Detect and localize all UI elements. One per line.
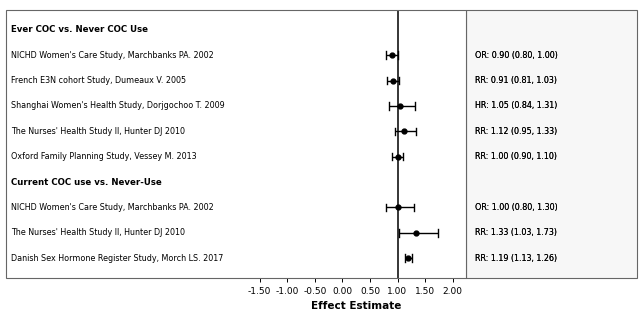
Text: RR: 1.12 (0.95, 1.33): RR: 1.12 (0.95, 1.33) bbox=[475, 127, 557, 136]
Text: Shanghai Women's Health Study, Dorjgochoo T. 2009: Shanghai Women's Health Study, Dorjgocho… bbox=[11, 101, 225, 110]
Text: Danish Sex Hormone Register Study, Morch LS. 2017: Danish Sex Hormone Register Study, Morch… bbox=[11, 254, 224, 263]
Text: HR: 1.05 (0.84, 1.31): HR: 1.05 (0.84, 1.31) bbox=[475, 101, 557, 110]
Text: OR: 0.90 (0.80, 1.00): OR: 0.90 (0.80, 1.00) bbox=[475, 51, 558, 60]
Text: NICHD Women's Care Study, Marchbanks PA. 2002: NICHD Women's Care Study, Marchbanks PA.… bbox=[11, 203, 214, 212]
Text: RR: 0.91 (0.81, 1.03): RR: 0.91 (0.81, 1.03) bbox=[475, 76, 557, 85]
Text: RR: 1.00 (0.90, 1.10): RR: 1.00 (0.90, 1.10) bbox=[475, 152, 557, 161]
Text: RR: 0.91 (0.81, 1.03): RR: 0.91 (0.81, 1.03) bbox=[475, 76, 557, 85]
Text: NICHD Women's Care Study, Marchbanks PA. 2002: NICHD Women's Care Study, Marchbanks PA.… bbox=[11, 51, 214, 60]
Text: RR: 1.12 (0.95, 1.33): RR: 1.12 (0.95, 1.33) bbox=[475, 127, 557, 136]
Text: The Nurses' Health Study II, Hunter DJ 2010: The Nurses' Health Study II, Hunter DJ 2… bbox=[11, 127, 185, 136]
Text: The Nurses' Health Study II, Hunter DJ 2010: The Nurses' Health Study II, Hunter DJ 2… bbox=[11, 228, 185, 237]
Text: RR: 1.00 (0.90, 1.10): RR: 1.00 (0.90, 1.10) bbox=[475, 152, 557, 161]
Text: OR: 1.00 (0.80, 1.30): OR: 1.00 (0.80, 1.30) bbox=[475, 203, 557, 212]
Text: RR: 1.19 (1.13, 1.26): RR: 1.19 (1.13, 1.26) bbox=[475, 254, 557, 263]
Text: OR: 0.90 (0.80, 1.00): OR: 0.90 (0.80, 1.00) bbox=[475, 51, 558, 60]
Text: HR: 1.05 (0.84, 1.31): HR: 1.05 (0.84, 1.31) bbox=[475, 101, 557, 110]
Text: OR: 1.00 (0.80, 1.30): OR: 1.00 (0.80, 1.30) bbox=[475, 203, 557, 212]
Text: French E3N cohort Study, Dumeaux V. 2005: French E3N cohort Study, Dumeaux V. 2005 bbox=[11, 76, 186, 85]
Text: RR: 1.33 (1.03, 1.73): RR: 1.33 (1.03, 1.73) bbox=[475, 228, 557, 237]
Text: RR: 1.33 (1.03, 1.73): RR: 1.33 (1.03, 1.73) bbox=[475, 228, 557, 237]
X-axis label: Effect Estimate: Effect Estimate bbox=[311, 300, 401, 311]
Text: Current COC use vs. Never-Use: Current COC use vs. Never-Use bbox=[11, 178, 162, 187]
Text: Ever COC vs. Never COC Use: Ever COC vs. Never COC Use bbox=[11, 25, 149, 34]
Text: Oxford Family Planning Study, Vessey M. 2013: Oxford Family Planning Study, Vessey M. … bbox=[11, 152, 197, 161]
Text: RR: 1.19 (1.13, 1.26): RR: 1.19 (1.13, 1.26) bbox=[475, 254, 557, 263]
